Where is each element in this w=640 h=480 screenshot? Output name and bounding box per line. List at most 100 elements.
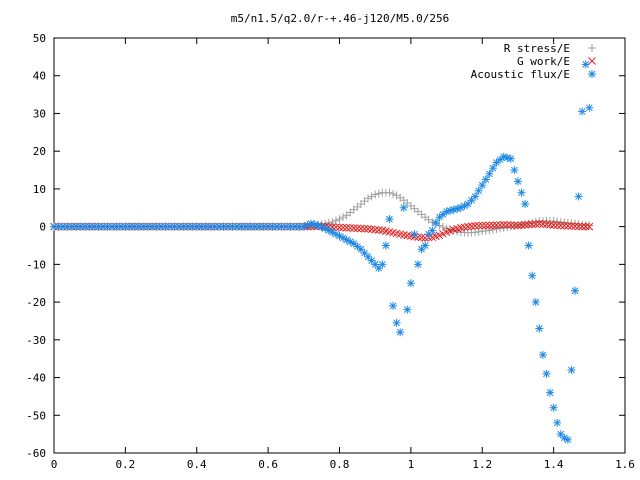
data-point xyxy=(464,222,472,231)
data-point xyxy=(514,221,522,230)
data-point xyxy=(392,318,401,327)
data-point xyxy=(553,418,562,427)
data-point xyxy=(399,203,408,212)
x-tick: 1 xyxy=(408,38,415,471)
x-tick-label: 1.4 xyxy=(544,458,564,471)
data-point xyxy=(463,200,472,208)
data-point xyxy=(528,271,537,280)
data-point xyxy=(349,224,358,232)
data-point xyxy=(364,225,372,233)
data-point xyxy=(438,223,447,232)
data-point xyxy=(414,260,423,269)
data-point xyxy=(332,223,340,232)
data-point xyxy=(496,221,504,229)
y-tick-label: -50 xyxy=(26,409,46,422)
data-point xyxy=(553,217,562,226)
data-point xyxy=(574,192,583,201)
data-point xyxy=(488,225,497,234)
x-tick-label: 0.6 xyxy=(258,458,278,471)
data-point xyxy=(371,190,380,199)
data-point xyxy=(510,221,519,230)
data-point xyxy=(528,220,537,229)
y-tick: 50 xyxy=(33,32,625,45)
data-point xyxy=(406,279,415,288)
data-point xyxy=(374,189,383,198)
y-tick-label: 30 xyxy=(33,107,46,120)
data-point xyxy=(560,221,569,230)
y-axis: 50 40 30 20 10 0 -10 -20 -30 -40 -50 -60 xyxy=(26,32,625,460)
data-point xyxy=(521,200,530,208)
y-tick-label: -20 xyxy=(26,296,46,309)
x-tick: 0.6 xyxy=(258,38,278,471)
y-tick-label: -30 xyxy=(26,334,46,347)
data-point xyxy=(506,154,515,163)
data-point xyxy=(488,164,497,173)
data-point xyxy=(339,213,348,222)
data-point xyxy=(431,218,440,227)
x-tick: 1.2 xyxy=(472,38,492,471)
data-point xyxy=(335,215,344,224)
data-point xyxy=(478,221,487,230)
y-tick-label: 40 xyxy=(33,70,46,83)
y-tick-label: 50 xyxy=(33,32,46,45)
x-tick-label: 1.6 xyxy=(615,458,635,471)
data-point xyxy=(346,224,355,232)
data-point xyxy=(360,224,369,233)
data-point xyxy=(467,222,476,231)
data-point xyxy=(467,196,476,205)
data-point xyxy=(417,233,426,242)
data-point xyxy=(421,241,430,250)
y-tick: 30 xyxy=(33,107,625,120)
data-point xyxy=(567,222,576,230)
data-point xyxy=(506,221,515,229)
data-point xyxy=(538,350,547,359)
data-point xyxy=(546,220,554,229)
data-point xyxy=(385,188,394,197)
data-point xyxy=(578,107,587,116)
data-point xyxy=(339,223,347,232)
data-point xyxy=(492,221,501,229)
y-tick: 20 xyxy=(33,145,625,158)
x-tick: 0.2 xyxy=(115,38,135,471)
data-point xyxy=(474,221,483,230)
data-point xyxy=(564,222,572,230)
y-tick: -50 xyxy=(26,409,625,422)
x-tick: 1.6 xyxy=(615,38,635,471)
data-point xyxy=(364,194,373,203)
data-point xyxy=(539,220,547,228)
data-point xyxy=(471,192,480,201)
data-point xyxy=(324,218,333,227)
x-tick-label: 0.2 xyxy=(115,458,135,471)
legend-markers xyxy=(588,44,596,78)
data-point xyxy=(581,222,590,231)
data-point xyxy=(585,222,594,231)
x-tick-label: 1 xyxy=(408,458,415,471)
data-point xyxy=(585,103,594,112)
data-point xyxy=(560,433,569,442)
data-point xyxy=(499,220,508,229)
data-point xyxy=(524,220,533,229)
y-tick-label: 10 xyxy=(33,183,46,196)
y-tick: 40 xyxy=(33,70,625,83)
x-tick-label: 0 xyxy=(51,458,58,471)
y-tick-label: 0 xyxy=(39,221,46,234)
data-point xyxy=(503,221,512,229)
data-point xyxy=(542,369,551,378)
y-tick: -20 xyxy=(26,296,625,309)
y-tick-label: 20 xyxy=(33,145,46,158)
data-point xyxy=(489,221,497,230)
data-point xyxy=(314,221,323,230)
y-tick: -60 xyxy=(26,447,625,460)
data-point xyxy=(331,216,340,225)
data-point xyxy=(521,220,529,229)
data-point xyxy=(531,298,540,307)
chart-title: m5/n1.5/q2.0/r-+.46-j120/M5.0/256 xyxy=(231,12,450,25)
data-point xyxy=(531,220,540,228)
y-tick: -10 xyxy=(26,258,625,271)
data-point xyxy=(517,188,526,197)
y-tick: -30 xyxy=(26,334,625,347)
plot-area-border xyxy=(53,37,626,454)
data-point xyxy=(357,224,365,233)
